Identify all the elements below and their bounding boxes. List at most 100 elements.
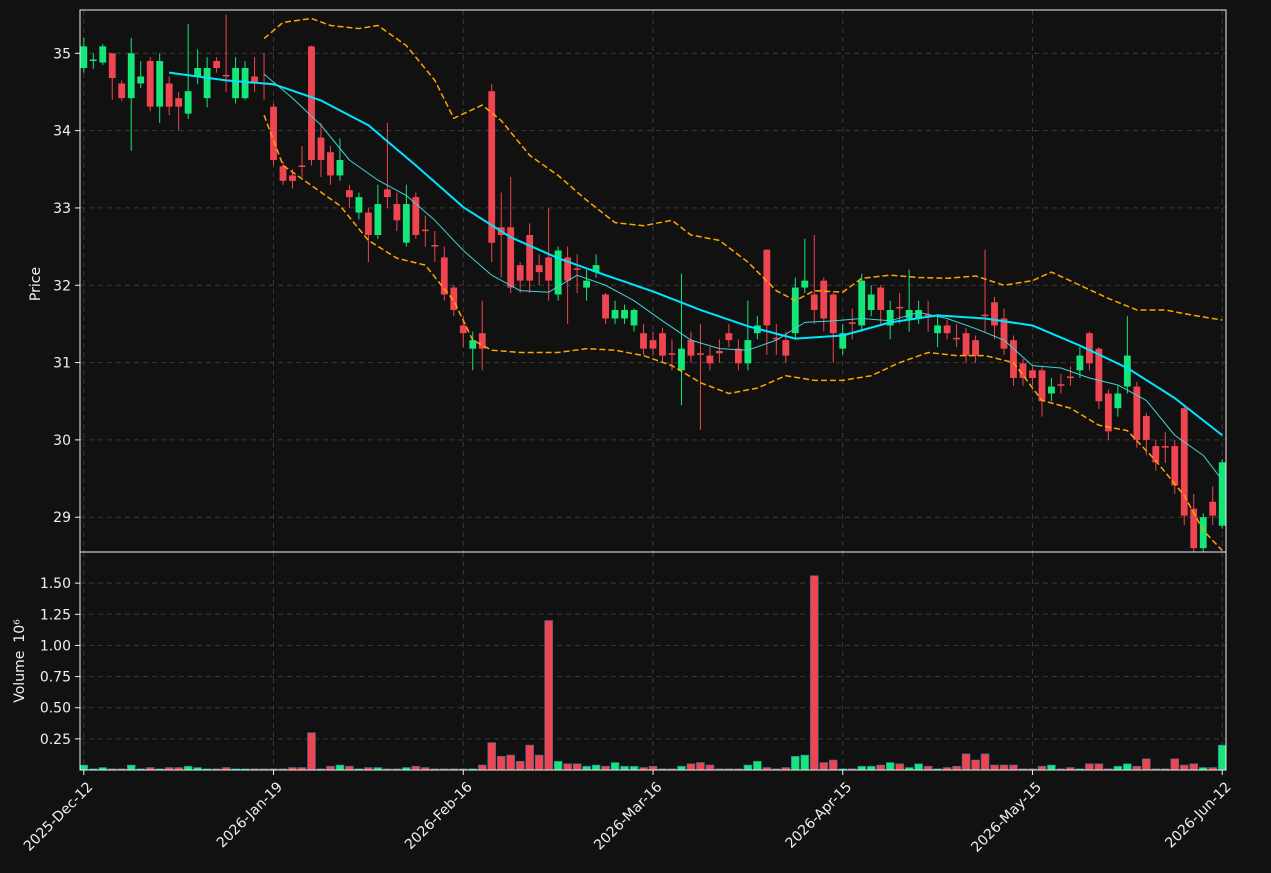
candle-body bbox=[801, 280, 809, 288]
volume-bar bbox=[525, 744, 534, 771]
volume-bar bbox=[980, 753, 990, 771]
candle-body bbox=[156, 61, 164, 107]
candle-body bbox=[943, 325, 951, 334]
candle-body bbox=[782, 340, 790, 356]
candle-body bbox=[583, 280, 591, 288]
volume-axis-label: Volume 10⁶ bbox=[12, 619, 28, 703]
candle-body bbox=[1190, 508, 1198, 549]
volume-bar bbox=[923, 765, 933, 771]
candle-body bbox=[934, 325, 942, 334]
volume-bar bbox=[620, 765, 629, 771]
candle-body bbox=[1171, 446, 1179, 486]
candle-body bbox=[1152, 446, 1160, 463]
candle-body bbox=[1180, 408, 1188, 516]
candle-body bbox=[421, 229, 429, 232]
candle-body bbox=[896, 306, 904, 309]
candle-body bbox=[564, 257, 572, 281]
volume-bar bbox=[914, 763, 923, 771]
volume-bar bbox=[791, 755, 800, 771]
candle-body bbox=[640, 333, 647, 349]
volume-bar bbox=[572, 763, 582, 771]
volume-tick-label: 0.75 bbox=[40, 670, 71, 686]
candle-body bbox=[383, 189, 391, 198]
candle-body bbox=[431, 245, 439, 247]
candle-body bbox=[175, 98, 183, 107]
candle-body bbox=[146, 61, 154, 107]
volume-bar bbox=[990, 764, 999, 771]
volume-bar bbox=[885, 762, 895, 771]
candle-body bbox=[1067, 376, 1074, 379]
y-tick-label: 31 bbox=[53, 356, 71, 372]
candle-body bbox=[99, 46, 107, 63]
volume-bar bbox=[183, 765, 193, 771]
candle-body bbox=[137, 76, 145, 84]
candle-body bbox=[459, 325, 467, 334]
y-tick-label: 35 bbox=[53, 46, 71, 62]
volume-bar bbox=[487, 742, 497, 771]
candle-body bbox=[393, 204, 401, 221]
volume-bar bbox=[648, 765, 658, 771]
volume-bar bbox=[971, 759, 980, 771]
candle-body bbox=[915, 309, 923, 319]
volume-bar bbox=[961, 753, 971, 771]
volume-bar bbox=[857, 765, 866, 771]
candle-body bbox=[602, 294, 609, 319]
volume-bar bbox=[1142, 758, 1151, 771]
volume-bar bbox=[515, 760, 525, 771]
volume-bar bbox=[1113, 765, 1123, 771]
candle-body bbox=[80, 46, 88, 68]
candle-body bbox=[820, 280, 828, 319]
volume-bar bbox=[696, 762, 705, 771]
candle-body bbox=[488, 91, 496, 243]
candle-body bbox=[1218, 462, 1226, 526]
volume-bar bbox=[126, 764, 136, 771]
candle-body bbox=[810, 294, 818, 310]
candle-body bbox=[592, 265, 600, 273]
y-axis-label: Price bbox=[28, 267, 44, 301]
candle-body bbox=[374, 204, 382, 235]
volume-bar bbox=[506, 754, 515, 771]
volume-bar bbox=[743, 764, 753, 771]
candle-body bbox=[1085, 333, 1093, 364]
candle-body bbox=[659, 333, 666, 356]
candle-body bbox=[554, 250, 562, 295]
candle-body bbox=[867, 294, 875, 310]
volume-bar bbox=[591, 764, 601, 771]
candle-body bbox=[630, 309, 638, 326]
candle-body bbox=[289, 175, 296, 181]
candle-body bbox=[1199, 517, 1207, 549]
candle-body bbox=[165, 83, 173, 107]
grid bbox=[80, 10, 1226, 770]
volume-bar bbox=[79, 764, 89, 771]
volume-bar bbox=[677, 765, 686, 771]
volume-bar bbox=[563, 763, 572, 771]
candle-body bbox=[507, 227, 515, 288]
candle-body bbox=[317, 137, 325, 160]
candle-body bbox=[450, 287, 458, 310]
candle-body bbox=[1029, 370, 1036, 379]
candle-body bbox=[346, 190, 353, 198]
candle-body bbox=[526, 234, 534, 281]
candle-body bbox=[678, 348, 685, 371]
candle-body bbox=[251, 76, 258, 84]
candle-body bbox=[232, 67, 239, 99]
candle-body bbox=[402, 204, 410, 243]
candle-body bbox=[953, 337, 960, 340]
volume-bar bbox=[686, 763, 696, 771]
candle-body bbox=[127, 53, 135, 99]
candle-body bbox=[1038, 370, 1046, 402]
candle-body bbox=[118, 83, 126, 99]
candle-body bbox=[1161, 446, 1169, 448]
overlay-line bbox=[263, 73, 1223, 481]
candle-body bbox=[697, 353, 704, 355]
volume-bar bbox=[1123, 763, 1132, 771]
candle-body bbox=[972, 340, 979, 356]
candle-body bbox=[1123, 355, 1131, 387]
candle-body bbox=[184, 91, 192, 114]
volume-bar bbox=[999, 764, 1009, 771]
volume-bar bbox=[1132, 765, 1142, 771]
candle-body bbox=[1000, 318, 1008, 349]
volume-bar bbox=[477, 764, 487, 771]
